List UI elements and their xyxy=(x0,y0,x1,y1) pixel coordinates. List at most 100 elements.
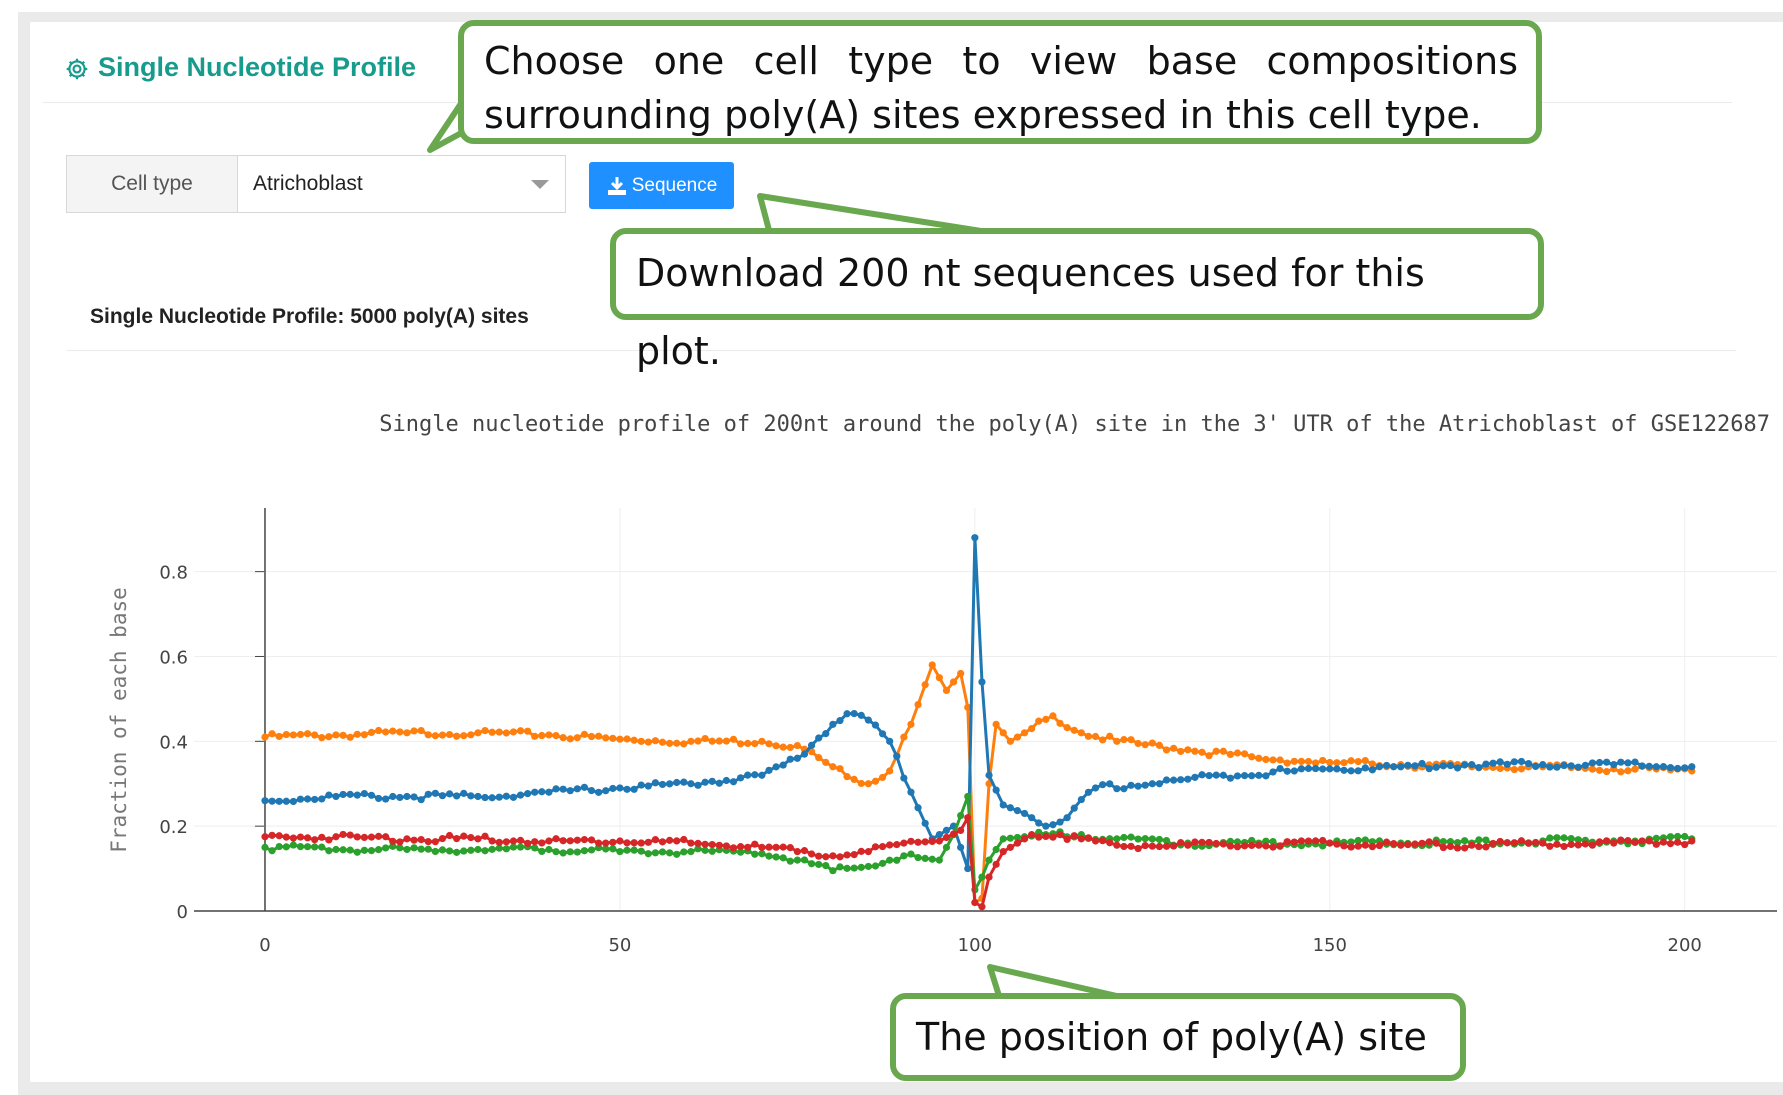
series-point xyxy=(978,678,986,686)
series-point xyxy=(1205,752,1213,760)
series-point xyxy=(829,763,837,771)
series-point xyxy=(1581,761,1589,769)
series-point xyxy=(1049,833,1057,841)
series-point xyxy=(1162,836,1171,845)
series-point xyxy=(552,731,560,740)
cell-type-select[interactable]: Cell type Atrichoblast xyxy=(66,155,566,213)
series-point xyxy=(644,782,652,790)
series-point xyxy=(417,726,425,735)
section-subtitle: Single Nucleotide Profile: 5000 poly(A) … xyxy=(90,305,529,328)
series-point xyxy=(800,750,809,758)
series-point xyxy=(1255,754,1263,762)
series-point xyxy=(637,781,645,789)
series-point xyxy=(325,791,333,799)
series-point xyxy=(822,730,830,738)
series-point xyxy=(1510,765,1518,774)
series-point xyxy=(1028,814,1036,822)
cell-type-value[interactable]: Atrichoblast xyxy=(253,172,363,195)
series-point xyxy=(1674,838,1682,846)
series-point xyxy=(403,729,411,737)
series-point xyxy=(658,838,667,846)
series-point xyxy=(857,711,865,719)
series-point xyxy=(1326,758,1334,767)
series-point xyxy=(864,862,872,871)
series-point xyxy=(1560,761,1568,770)
series-point xyxy=(1170,842,1178,850)
series-point xyxy=(311,795,319,804)
series-point xyxy=(609,784,617,793)
series-point xyxy=(1248,841,1256,850)
series-point xyxy=(758,843,766,851)
series-point xyxy=(666,849,674,857)
series-point xyxy=(985,771,993,779)
series-point xyxy=(1390,763,1398,771)
series-point xyxy=(1503,760,1511,768)
series-point xyxy=(1567,762,1575,770)
y-tick-label: 0 xyxy=(177,902,188,923)
series-point xyxy=(495,844,503,852)
series-point xyxy=(268,847,276,855)
series-point xyxy=(701,840,709,848)
series-point xyxy=(1681,764,1689,772)
series-point xyxy=(282,797,290,805)
series-point xyxy=(1077,795,1085,804)
series-point xyxy=(1475,836,1483,844)
series-point xyxy=(1368,838,1376,846)
series-point xyxy=(1084,834,1093,842)
series-point xyxy=(630,839,638,847)
series-point xyxy=(580,847,589,855)
y-tick-label: 0.4 xyxy=(159,732,188,753)
series-point xyxy=(1510,839,1518,847)
series-point xyxy=(786,755,794,763)
series-point xyxy=(438,846,447,854)
series-point xyxy=(1198,838,1206,846)
series-point xyxy=(1091,837,1100,845)
series-point xyxy=(942,843,951,851)
series-point xyxy=(1468,761,1476,769)
series-point xyxy=(296,833,305,841)
series-point xyxy=(1418,839,1426,847)
series-point xyxy=(382,844,390,852)
chart-title: Single nucleotide profile of 200nt aroun… xyxy=(379,412,1770,437)
series-point xyxy=(1560,842,1568,851)
series-point xyxy=(1162,842,1171,850)
series-point xyxy=(793,754,801,762)
series-point xyxy=(878,842,887,851)
series-point xyxy=(822,853,830,861)
series-point xyxy=(1113,737,1121,745)
series-point xyxy=(1141,835,1149,843)
download-sequence-button[interactable]: Sequence xyxy=(589,162,734,209)
series-point xyxy=(942,826,951,835)
series-point xyxy=(687,737,695,745)
series-point xyxy=(1276,842,1284,850)
series-point xyxy=(545,837,553,845)
series-point xyxy=(524,790,532,798)
series-point xyxy=(772,763,780,771)
series-point xyxy=(1461,761,1469,769)
series-point xyxy=(864,848,872,856)
series-point xyxy=(680,778,688,786)
series-point xyxy=(1191,747,1199,755)
x-tick-label: 100 xyxy=(958,935,992,956)
chevron-down-icon[interactable] xyxy=(531,180,549,189)
series-point xyxy=(339,731,347,739)
series-point xyxy=(1553,763,1561,771)
series-point xyxy=(311,836,319,844)
series-point xyxy=(311,843,319,851)
series-point xyxy=(1106,732,1114,740)
series-point xyxy=(303,730,312,738)
series-point xyxy=(1603,768,1611,776)
series-point xyxy=(389,727,397,735)
series-point xyxy=(360,731,368,739)
series-point xyxy=(1382,838,1391,846)
series-point xyxy=(1013,839,1022,847)
series-point xyxy=(673,739,681,747)
series-point xyxy=(1099,781,1107,789)
series-point xyxy=(694,845,702,853)
series-point xyxy=(1496,837,1504,846)
series-point xyxy=(878,730,887,738)
series-point xyxy=(843,773,851,781)
series-point xyxy=(822,862,830,870)
download-icon xyxy=(607,176,626,195)
series-point xyxy=(1638,837,1646,845)
